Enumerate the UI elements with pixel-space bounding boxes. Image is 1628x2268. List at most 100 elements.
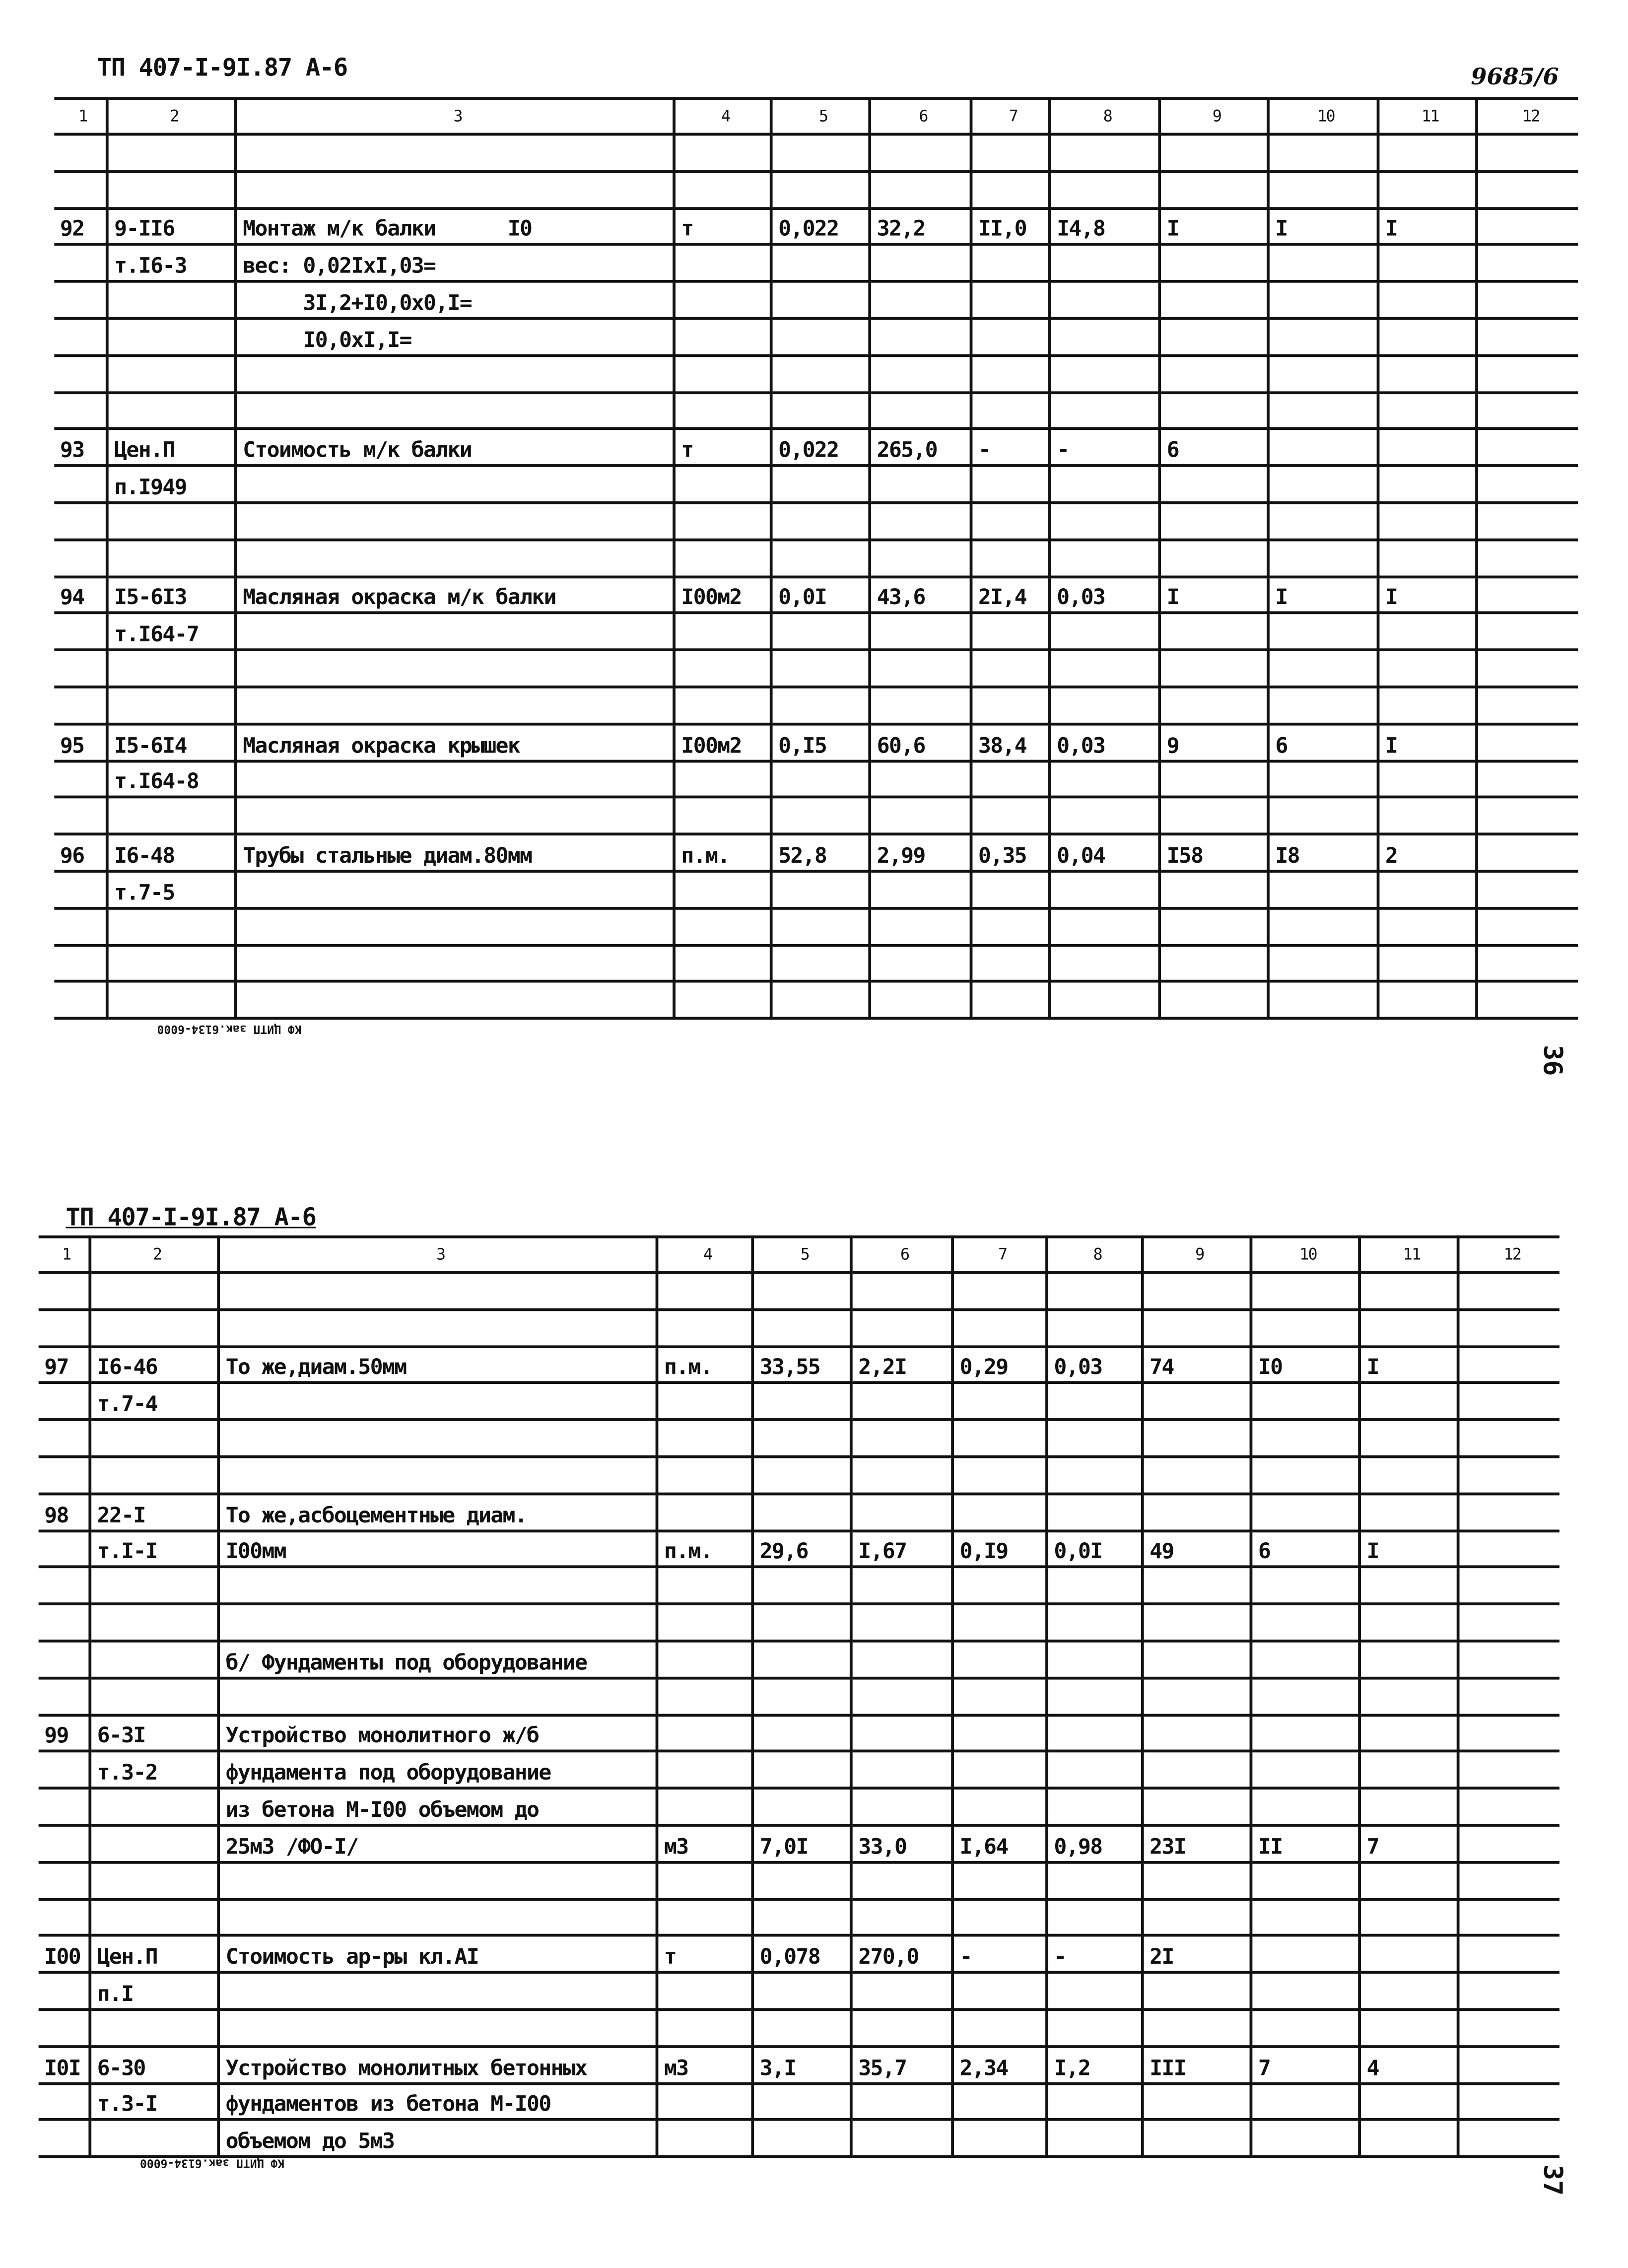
cell-unit-cost [849,2008,954,2048]
table-row: 99 6-3I Устройство монолитного ж/б [38,1713,1560,1753]
cell-unit: т [673,427,773,468]
cell-total-wages [1267,169,1380,209]
column-number: 1 [38,1235,92,1274]
cell-work-description [217,1897,659,1937]
cell-extra [1475,464,1578,504]
cell-work-description [217,1971,659,2011]
cell-quantity: 7,0I [751,1824,853,1864]
cell-rate-code [105,317,237,357]
cell-item-no [38,1897,92,1937]
cell-total-cost [1158,391,1270,431]
cell-work-description [234,943,676,983]
inventory-number: 9685/6 [1471,63,1559,90]
table-row [38,1676,1560,1717]
cell-machine-cost [1045,1897,1144,1937]
cell-item-no [54,501,109,541]
cell-rate-code: I6-46 [88,1345,220,1385]
cell-wage-cost: 2,34 [951,2045,1048,2085]
cell-total-cost: 2I [1141,1934,1253,1974]
cell-quantity [769,464,872,504]
table-row [54,796,1578,836]
cell-extra [1475,943,1578,983]
page-number: 37 [1537,2164,1567,2196]
cell-total-machine [1376,870,1478,909]
cell-extra [1475,612,1578,652]
cell-rate-code [88,1787,220,1827]
cell-quantity [751,1639,853,1679]
cell-total-machine [1358,1602,1460,1643]
cell-unit [655,1713,754,1753]
cell-total-wages [1249,1271,1361,1311]
cell-unit-cost: 35,7 [849,2045,954,2085]
cell-total-wages [1267,906,1380,947]
cell-quantity [769,648,872,688]
table-row: объемом до 5м3 [38,2118,1560,2158]
cell-machine-cost: 0,0I [1045,1529,1144,1569]
cell-total-machine [1376,501,1478,541]
table-row: т.I-I I00мм п.м. 29,6 I,67 0,I9 0,0I 49 6 I [38,1529,1560,1569]
cell-item-no [54,538,109,578]
cell-item-no: 98 [38,1492,92,1532]
cell-quantity [769,685,872,725]
cell-extra [1475,391,1578,431]
cell-total-cost [1158,353,1270,394]
table-row: 94 I5-6I3 Масляная окраска м/к балки I00м2 0… [54,575,1578,615]
cell-total-machine [1376,353,1478,394]
column-number: 7 [951,1235,1048,1274]
cell-item-no [38,1639,92,1679]
cell-work-description: фундаментов из бетона М-I00 [217,2081,659,2122]
cell-quantity: 0,I5 [769,722,872,762]
cell-total-wages [1249,1566,1361,1606]
cell-extra [1475,906,1578,947]
cell-unit [655,1271,754,1311]
cell-work-description [217,1676,659,1717]
cell-rate-code [88,1307,220,1348]
cell-work-description [234,133,676,173]
cell-unit: п.м. [673,832,773,873]
cell-machine-cost [1048,648,1161,688]
column-number: 8 [1045,1235,1144,1274]
cell-unit-cost [849,1787,954,1827]
cell-rate-code: 9-II6 [105,206,237,246]
cell-total-machine [1358,1713,1460,1753]
cell-rate-code: т.I6-3 [105,243,237,283]
cell-total-machine [1376,133,1478,173]
cell-machine-cost [1048,906,1161,947]
cell-rate-code: 6-3I [88,1713,220,1753]
cell-item-no [54,980,109,1020]
cell-wage-cost [951,1787,1048,1827]
cell-item-no [38,1787,92,1827]
cell-work-description [234,906,676,947]
cell-total-wages: I0 [1249,1345,1361,1385]
cell-unit-cost: 2,2I [849,1345,954,1385]
cell-total-cost: I [1158,206,1270,246]
cell-extra [1475,796,1578,836]
cell-total-wages [1267,943,1380,983]
cell-unit-cost [849,1381,954,1422]
cell-rate-code [88,1676,220,1717]
cell-rate-code: т.3-2 [88,1750,220,1790]
printer-footer: КФ ЦИТП зак.6134-6000 [139,2156,285,2170]
cell-total-wages [1267,796,1380,836]
cell-unit [673,648,773,688]
cell-item-no [38,1971,92,2011]
cell-wage-cost [951,1418,1048,1458]
cell-machine-cost [1045,1271,1144,1311]
cell-total-machine [1358,1971,1460,2011]
cell-item-no [38,1824,92,1864]
cell-rate-code [88,1566,220,1606]
table-row [54,169,1578,209]
cell-work-description [234,612,676,652]
cell-quantity [769,796,872,836]
printer-footer: КФ ЦИТП зак.6134-6000 [157,1023,302,1035]
cell-quantity [769,317,872,357]
cell-rate-code [88,2008,220,2048]
cell-unit [655,1897,754,1937]
cell-total-cost [1158,464,1270,504]
table-row: п.I [38,1971,1560,2011]
cell-item-no [54,464,109,504]
cell-total-machine [1376,906,1478,947]
table-row: 25м3 /ФО-I/м3 7,0I 33,0 I,64 0,98 23I II 7 [38,1824,1560,1864]
cell-rate-code [88,1860,220,1901]
table-row: т.7-5 [54,870,1578,909]
